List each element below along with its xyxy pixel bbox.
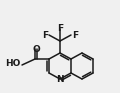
Text: F: F: [72, 31, 78, 40]
Text: F: F: [57, 24, 63, 32]
Text: F: F: [42, 31, 48, 40]
Text: O: O: [32, 44, 40, 53]
Text: HO: HO: [6, 60, 21, 69]
Text: N: N: [56, 74, 64, 84]
